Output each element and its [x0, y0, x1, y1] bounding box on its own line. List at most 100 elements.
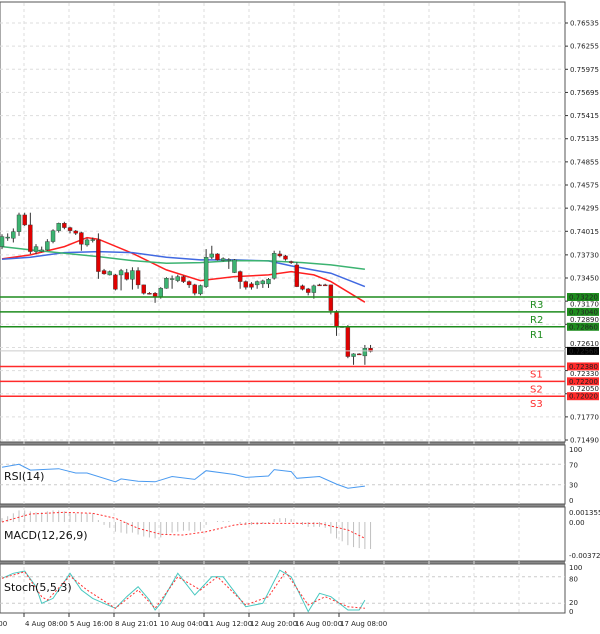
level-price-label: 0.72020	[569, 393, 598, 401]
candle	[130, 267, 135, 290]
candle-body	[220, 258, 226, 261]
candle	[28, 212, 33, 255]
current-price-box	[567, 346, 599, 355]
candle	[203, 249, 209, 288]
rsi-axis-label: 0	[569, 497, 573, 505]
candle-body	[56, 223, 61, 231]
stoch-axis-label: 100	[569, 564, 582, 572]
candle-body	[124, 272, 129, 280]
candle	[56, 222, 61, 233]
candle-body	[130, 270, 135, 280]
candle	[101, 268, 107, 275]
time-label: 4 Aug 08:00	[25, 620, 68, 628]
macd-axis-label: 0.001355	[569, 509, 600, 517]
candle-body	[73, 230, 78, 234]
candle-body	[175, 276, 180, 281]
candle	[260, 279, 266, 288]
rsi-line	[1, 463, 365, 489]
candle-body	[345, 326, 351, 357]
level-label-s3: S3	[530, 399, 543, 410]
level-price-label: 0.73220	[569, 294, 598, 302]
price-label: 0.74855	[570, 158, 599, 166]
candle	[254, 280, 260, 289]
candle-body	[232, 259, 237, 273]
candle	[357, 353, 362, 356]
moving-average-red	[1, 236, 366, 303]
candle	[107, 270, 112, 276]
candle	[181, 275, 186, 283]
candle-body	[0, 236, 5, 247]
candle	[209, 245, 214, 259]
price-label: 0.74575	[570, 182, 599, 190]
macd-axis-label: 0.00	[569, 519, 585, 527]
time-label: 11 Aug 12:00	[205, 620, 252, 628]
rsi-axis-label: 30	[569, 482, 578, 490]
stoch-main-line	[1, 569, 366, 613]
candle-body	[317, 284, 322, 287]
candle	[39, 246, 44, 253]
candle-body	[192, 284, 197, 294]
candle-body	[294, 264, 300, 287]
price-label: 0.72890	[570, 316, 599, 324]
level-price-box	[567, 377, 599, 386]
candle-body	[266, 279, 271, 285]
macd-pane	[0, 506, 566, 562]
candle-body	[39, 249, 44, 252]
price-label: 0.75975	[570, 66, 599, 74]
candle	[90, 237, 95, 243]
rsi-pane	[0, 444, 566, 505]
candle-body	[67, 227, 73, 231]
candle	[226, 258, 232, 269]
candle-body	[84, 239, 90, 246]
candle	[266, 278, 271, 288]
candle	[300, 284, 305, 291]
candle	[362, 344, 368, 365]
time-label: 12 Aug 20:00	[250, 620, 297, 628]
price-label: 0.76535	[570, 20, 599, 28]
price-label: 0.75415	[570, 112, 599, 120]
candle	[141, 284, 146, 295]
candle	[271, 250, 277, 280]
stoch-title: Stoch(5,5,3)	[4, 581, 72, 594]
time-label: 17 Aug 08:00	[340, 620, 387, 628]
stoch-axis-label: 20	[569, 599, 578, 607]
candle-body	[198, 285, 203, 295]
level-label-s1: S1	[530, 369, 543, 380]
candle	[164, 277, 169, 289]
candle	[45, 239, 50, 251]
rsi-axis-label: 70	[569, 461, 578, 469]
candle	[16, 212, 22, 236]
candle	[243, 280, 249, 290]
candle	[288, 260, 294, 264]
candle-body	[334, 311, 339, 327]
candle	[345, 325, 351, 359]
candle	[84, 238, 90, 247]
stoch-axis-label: 0	[569, 608, 573, 616]
level-label-r2: R2	[530, 315, 543, 326]
candle-body	[362, 347, 368, 357]
candle-body	[50, 230, 56, 242]
candle-body	[277, 253, 283, 257]
time-label: 8 Aug 21:01	[115, 620, 158, 628]
candle	[186, 280, 192, 288]
candle	[192, 283, 197, 296]
candle	[232, 258, 237, 274]
candle	[317, 283, 322, 287]
candle	[67, 226, 73, 234]
time-label: 5 Aug 16:00	[70, 620, 113, 628]
candle-body	[209, 253, 214, 258]
price-label: 0.72050	[570, 385, 599, 393]
candle-body	[90, 239, 95, 241]
candle-body	[135, 270, 141, 286]
price-label: 0.72330	[570, 370, 599, 378]
candle-body	[249, 283, 254, 288]
candle-body	[11, 231, 16, 239]
level-price-label: 0.72860	[569, 323, 598, 331]
candle-body	[79, 232, 84, 245]
candle	[50, 229, 56, 244]
time-label: 10 Aug 04:00	[160, 620, 207, 628]
candle	[22, 212, 27, 226]
candle-body	[203, 257, 209, 287]
price-label: 0.73450	[570, 275, 599, 283]
